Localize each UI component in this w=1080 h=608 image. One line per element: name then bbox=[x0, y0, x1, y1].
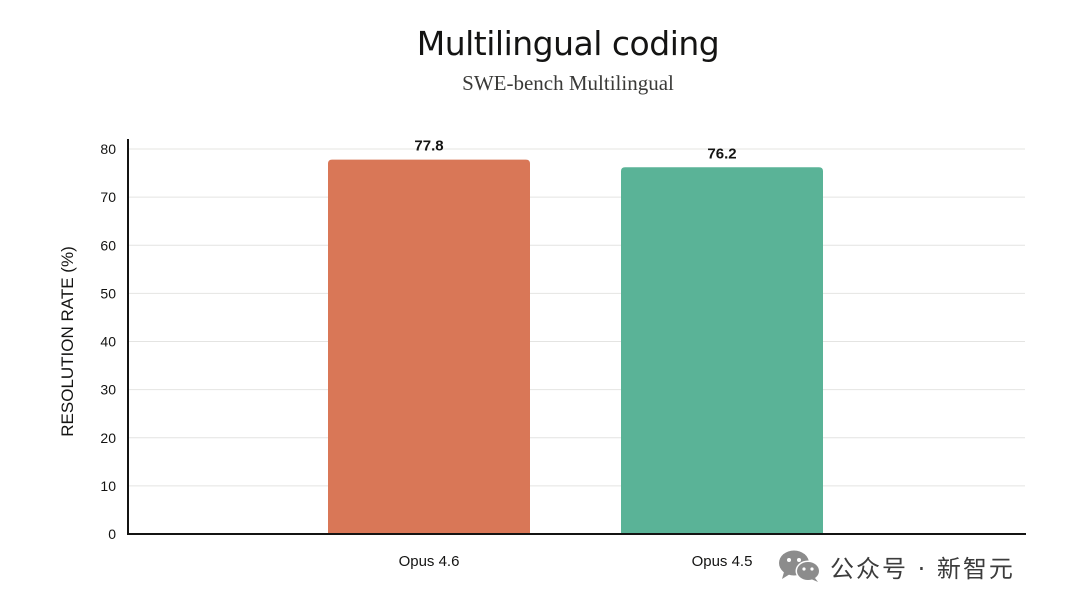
y-tick-label: 50 bbox=[100, 285, 116, 301]
watermark-text: 公众号 · 新智元 bbox=[830, 554, 1015, 583]
bar-value-label: 76.2 bbox=[707, 145, 736, 162]
y-tick-label: 80 bbox=[100, 141, 116, 157]
chart-title: Multilingual coding bbox=[416, 24, 720, 63]
x-tick-label: Opus 4.6 bbox=[399, 553, 460, 570]
value-labels: 77.8 76.2 bbox=[414, 138, 736, 163]
watermark: 公众号 · 新智元 bbox=[778, 546, 1015, 586]
chart-subtitle: SWE-bench Multilingual bbox=[462, 71, 674, 95]
y-tick-label: 30 bbox=[100, 382, 116, 398]
bar-opus-4-6 bbox=[328, 159, 530, 534]
bars bbox=[328, 159, 823, 534]
y-tick-label: 10 bbox=[100, 478, 116, 494]
x-ticks: Opus 4.6 Opus 4.5 bbox=[399, 553, 753, 570]
y-tick-label: 60 bbox=[100, 237, 116, 253]
y-tick-label: 40 bbox=[100, 334, 116, 350]
y-tick-label: 70 bbox=[100, 189, 116, 205]
bar-value-label: 77.8 bbox=[414, 138, 443, 155]
wechat-icon bbox=[779, 550, 821, 582]
bar-opus-4-5 bbox=[621, 167, 823, 534]
y-tick-label: 20 bbox=[100, 430, 116, 446]
y-axis-label: RESOLUTION RATE (%) bbox=[58, 246, 77, 436]
y-ticks: 0 10 20 30 40 50 60 70 80 bbox=[100, 141, 116, 542]
y-tick-label: 0 bbox=[108, 526, 116, 542]
gridlines bbox=[128, 148, 1025, 487]
x-tick-label: Opus 4.5 bbox=[692, 553, 753, 570]
